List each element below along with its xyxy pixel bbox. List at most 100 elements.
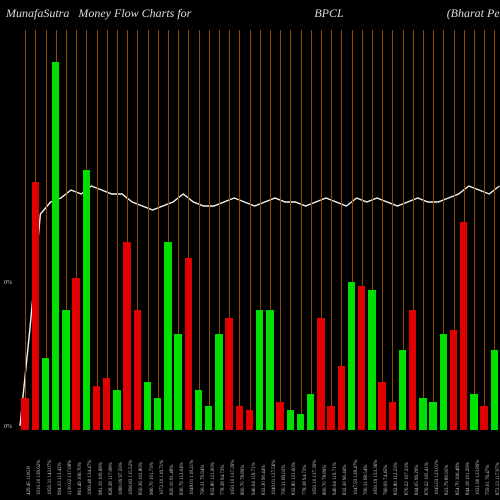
x-tick-label: 960.70 101.73% [150, 462, 155, 495]
volume-bar [450, 330, 458, 430]
volume-bar [399, 350, 407, 430]
x-tick-label: 1050.19 153.36% [374, 460, 379, 495]
x-tick-label: 1090.83 115.52% [129, 460, 134, 495]
x-tick-label: 778.38 94.73% [303, 465, 308, 495]
volume-bar [480, 406, 488, 430]
volume-bar [348, 282, 356, 430]
volume-bar [460, 222, 468, 430]
x-tick-label: 1080.09 97.59% [119, 462, 124, 495]
grid-line [392, 30, 393, 430]
grid-line [474, 30, 475, 430]
volume-bar [21, 398, 29, 430]
volume-bar [389, 402, 397, 430]
x-tick-label: 844.18 101.29% [466, 462, 471, 495]
volume-bar [409, 310, 417, 430]
volume-bar [256, 310, 264, 430]
x-tick-label: 778.38 94.73% [221, 465, 226, 495]
grid-line [148, 30, 149, 430]
volume-bar [52, 62, 60, 430]
grid-line [239, 30, 240, 430]
volume-bar [83, 170, 91, 430]
x-tick-label: 1021.90 123.89% [476, 460, 481, 495]
grid-line [107, 30, 108, 430]
volume-bar [246, 410, 254, 430]
x-tick-label: 854.70 106.48% [456, 462, 461, 495]
volume-bar [429, 402, 437, 430]
x-tick-label: 1050.10 137.39% [313, 460, 318, 495]
x-axis-labels: 429.45 1100.81010.10 139.62%1050.31 143.… [20, 433, 500, 498]
x-tick-label: 850.36 102.80% [139, 462, 144, 495]
x-tick-label: 800.70 78.89% [323, 465, 328, 495]
x-tick-label: 700.31 68.54% [364, 465, 369, 495]
x-tick-label: 429.45 1100.8 [27, 466, 32, 495]
x-tick-label: 870.22 105.41% [425, 462, 430, 495]
volume-bar [215, 334, 223, 430]
chart-title: MunafaSutra Money Flow Charts for BPCL (… [0, 6, 500, 26]
volume-bar [491, 350, 499, 430]
volume-bar [134, 310, 142, 430]
volume-bar [297, 414, 305, 430]
x-tick-label: 1050.10 137.39% [231, 460, 236, 495]
x-tick-label: 1040.01 127.56% [272, 460, 277, 495]
volume-bar [123, 242, 131, 430]
volume-bar [144, 382, 152, 430]
volume-bar [72, 278, 80, 430]
volume-bar [287, 410, 295, 430]
grid-line [433, 30, 434, 430]
grid-line [25, 30, 26, 430]
volume-bar [174, 334, 182, 430]
x-tick-label: 759.01 76.47% [486, 465, 491, 495]
x-tick-label: 823.79 80.95% [445, 465, 450, 495]
volume-bar [470, 394, 478, 430]
x-tick-label: 800.70 78.89% [241, 465, 246, 495]
grid-line [382, 30, 383, 430]
grid-line [331, 30, 332, 430]
volume-bar [419, 398, 427, 430]
grid-line [158, 30, 159, 430]
x-tick-label: 1050.31 143.07% [48, 460, 53, 495]
volume-bar [276, 402, 284, 430]
x-tick-label: 832.80 121.00% [211, 462, 216, 495]
brand-text: MunafaSutra [6, 6, 69, 21]
grid-line [250, 30, 251, 430]
grid-line [199, 30, 200, 430]
x-tick-label: 830.79 112.04% [180, 462, 185, 495]
volume-bar [62, 310, 70, 430]
volume-bar [236, 406, 244, 430]
grid-line [423, 30, 424, 430]
x-tick-label: 832.30 90.44% [343, 465, 348, 495]
x-tick-label: 940.04 119.71% [252, 462, 257, 495]
volume-bar [205, 406, 213, 430]
money-flow-chart [20, 30, 500, 430]
volume-bar [32, 182, 40, 430]
x-tick-label: 1130.02 137.08% [68, 460, 73, 495]
title-mid: Money Flow Charts for [78, 6, 191, 21]
volume-bar [103, 378, 111, 430]
x-tick-label: 832.80 121.00% [292, 462, 297, 495]
x-tick-label: 832.30 90.44% [262, 465, 267, 495]
x-tick-label: 861.49 106.70% [78, 462, 83, 495]
x-tick-label: 994.33 113.42% [58, 462, 63, 495]
x-tick-label: 700.31 79.94% [201, 465, 206, 495]
volume-bar [338, 366, 346, 430]
volume-bar [317, 318, 325, 430]
volume-bar [327, 406, 335, 430]
volume-bar [378, 382, 386, 430]
grid-line [97, 30, 98, 430]
volume-bar [195, 390, 203, 430]
x-tick-label: 832.80 112.23% [394, 462, 399, 495]
grid-line [209, 30, 210, 430]
volume-bar [368, 290, 376, 430]
grid-line [290, 30, 291, 430]
volume-bar [440, 334, 448, 430]
volume-bar [113, 390, 121, 430]
volume-bar [185, 258, 193, 430]
volume-bar [307, 394, 315, 430]
volume-bar [93, 386, 101, 430]
x-tick-label: 1072.10 118.71% [160, 460, 165, 495]
y-axis-label-mid: 0% [4, 280, 12, 286]
grid-line [301, 30, 302, 430]
volume-bar [164, 242, 172, 430]
x-tick-label: 870.22 107.33% [405, 462, 410, 495]
x-tick-label: 760.09 74.45% [384, 465, 389, 495]
